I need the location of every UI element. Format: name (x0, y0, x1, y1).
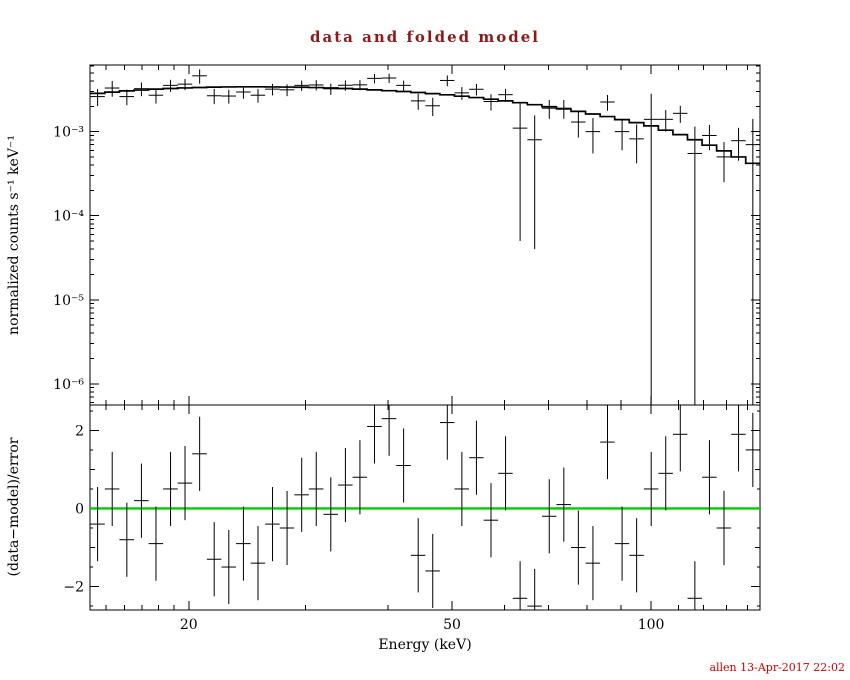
svg-text:100: 100 (638, 617, 665, 633)
axes (89, 64, 761, 611)
spectrum-data-points (90, 69, 760, 405)
residual-data-points (90, 405, 760, 610)
spectrum-y-axis-label: normalized counts s⁻¹ keV⁻¹ (6, 135, 22, 335)
svg-text:10⁻⁴: 10⁻⁴ (53, 209, 84, 225)
svg-text:10⁻⁵: 10⁻⁵ (53, 293, 84, 309)
svg-text:−2: −2 (63, 580, 84, 596)
svg-text:20: 20 (180, 617, 198, 633)
svg-text:2: 2 (75, 423, 84, 439)
residuals-y-axis-label: (data−model)/error (6, 437, 22, 576)
timestamp: allen 13-Apr-2017 22:02 (709, 661, 845, 674)
plot-title: data and folded model (310, 28, 540, 46)
svg-text:10⁻³: 10⁻³ (53, 125, 84, 141)
tick-labels: 20 50 100 10⁻³ 10⁻⁴ 10⁻⁵ 10⁻⁶ −2 0 2 (53, 125, 664, 633)
svg-text:50: 50 (443, 617, 461, 633)
svg-text:0: 0 (75, 501, 84, 517)
plot-area: 20 50 100 10⁻³ 10⁻⁴ 10⁻⁵ 10⁻⁶ −2 0 2 (53, 64, 761, 633)
svg-text:10⁻⁶: 10⁻⁶ (53, 377, 84, 393)
model-line (90, 85, 760, 165)
x-axis-label: Energy (keV) (378, 637, 471, 653)
